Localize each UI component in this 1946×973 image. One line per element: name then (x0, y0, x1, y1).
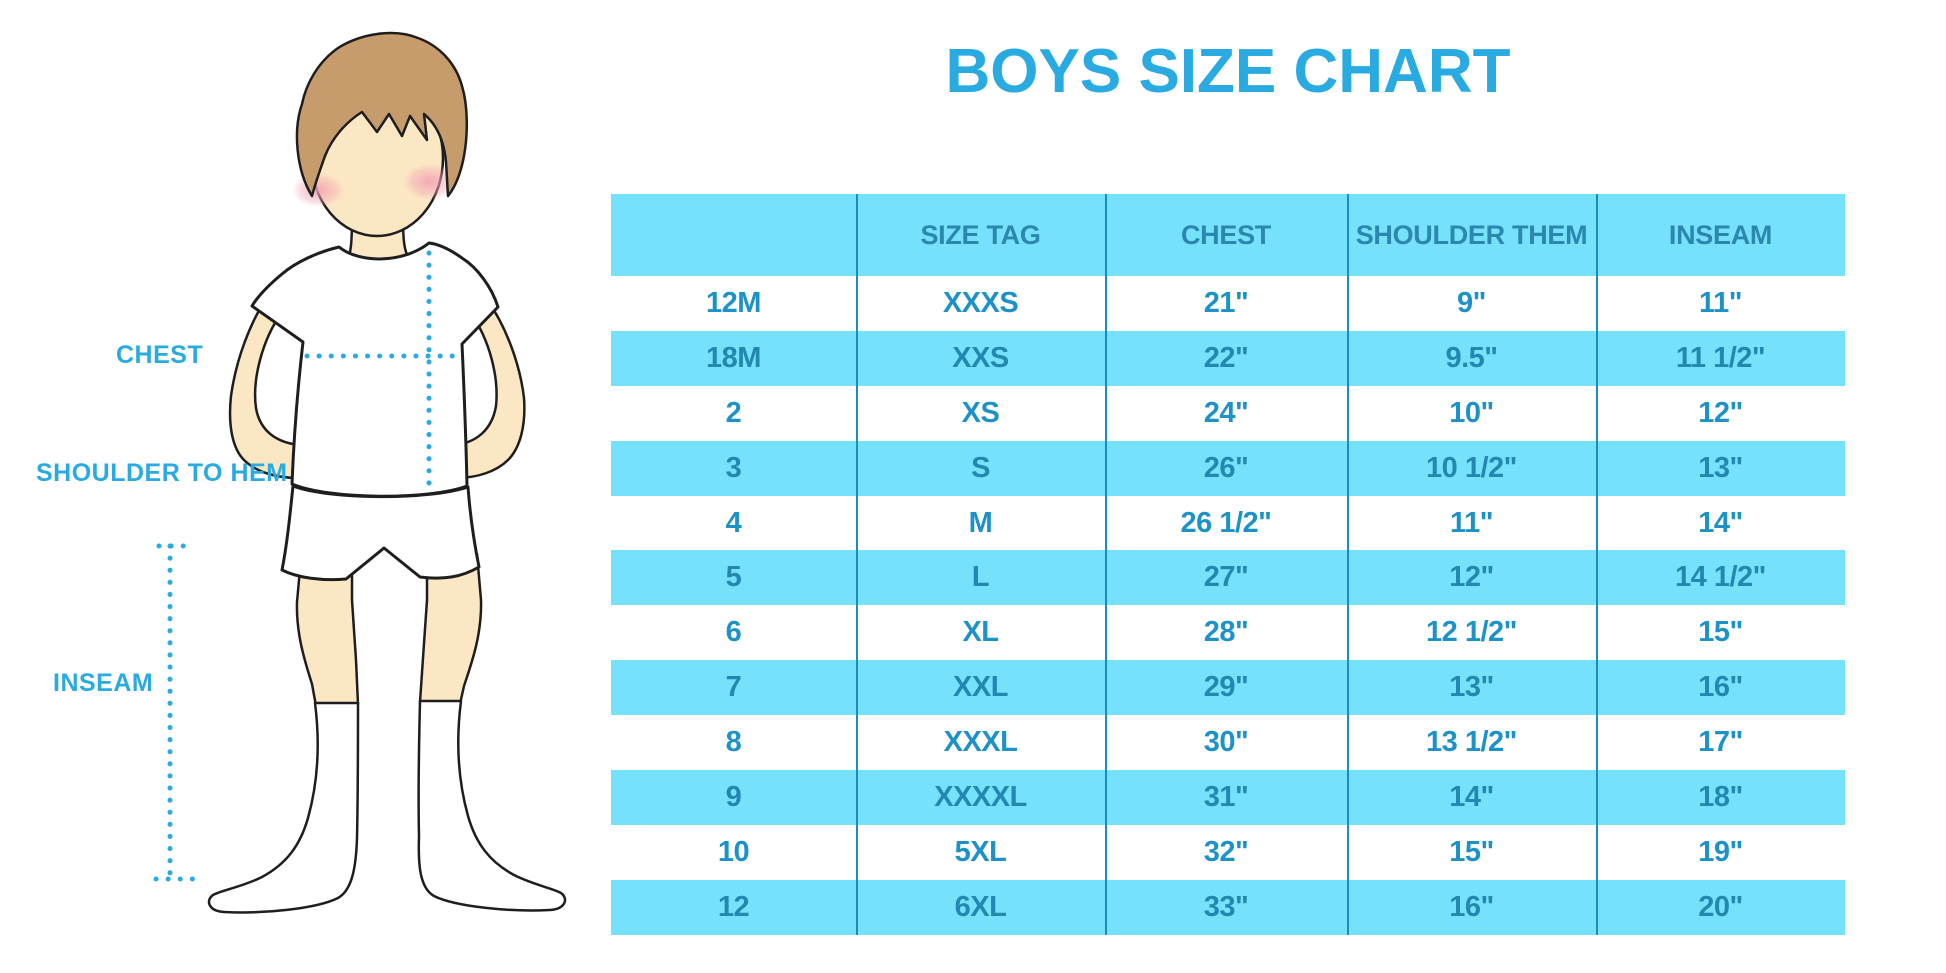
table-cell: 13" (1698, 451, 1743, 484)
table-cell: 28" (1203, 616, 1249, 649)
size-table: SIZE TAG CHEST SHOULDER THEM INSEAM 12M XXXS… (611, 194, 1845, 935)
table-cell: 14" (1449, 780, 1494, 813)
table-row: 12 6XL 33" 16" 20" (611, 879, 1845, 935)
table-cell: 19" (1698, 835, 1743, 868)
header-cell: SIZE TAG (920, 219, 1041, 250)
table-cell: 16" (1449, 890, 1494, 923)
table-row: 4 M 26 1/2" 11" 14" (611, 495, 1845, 551)
legs (295, 552, 483, 708)
table-cell: 10 (717, 835, 750, 868)
table-cell: 9" (1457, 286, 1486, 319)
table-cell: 20" (1698, 890, 1743, 923)
table-cell: XXXS (942, 286, 1019, 319)
table-cell: 2 (725, 396, 742, 429)
shorts (280, 484, 481, 582)
table-cell: 10 1/2" (1426, 451, 1517, 484)
size-table-header: SIZE TAG CHEST SHOULDER THEM INSEAM (611, 194, 1845, 276)
table-cell: L (971, 561, 990, 594)
table-cell: 27" (1203, 561, 1249, 594)
table-cell: 15" (1449, 835, 1494, 868)
table-cell: 29" (1203, 671, 1249, 704)
table-cell: 18M (706, 341, 761, 374)
table-cell: 31" (1203, 780, 1249, 813)
table-cell: 11" (1450, 506, 1493, 539)
table-cell: 3 (725, 451, 742, 484)
measurement-guides (153, 250, 466, 882)
table-cell: XXXL (943, 726, 1018, 759)
table-cell: 12" (1449, 561, 1494, 594)
table-cell: 18" (1698, 780, 1743, 813)
table-row: 2 XS 24" 10" 12" (611, 385, 1845, 441)
table-cell: 9.5" (1445, 341, 1498, 374)
table-cell: 17" (1698, 726, 1743, 759)
table-cell: 12 1/2" (1426, 616, 1517, 649)
socks (207, 699, 567, 914)
arms (228, 294, 526, 480)
table-cell: 33" (1203, 890, 1249, 923)
table-cell: 26 1/2" (1180, 506, 1272, 539)
table-row: 8 XXXL 30" 13 1/2" 17" (611, 715, 1845, 771)
table-cell: XXS (952, 341, 1009, 374)
table-row: 3 S 26" 10 1/2" 13" (611, 440, 1845, 496)
table-cell: 13 1/2" (1426, 726, 1517, 759)
t-shirt (250, 241, 500, 498)
table-cell: 11" (1699, 286, 1742, 319)
table-cell: 12 (717, 890, 750, 923)
cheek-right (403, 164, 457, 200)
header-cell: CHEST (1180, 219, 1271, 250)
table-cell: 4 (725, 506, 742, 539)
table-cell: 6 (725, 616, 742, 649)
header-cell: SHOULDER THEM (1355, 219, 1588, 250)
table-cell: 13" (1449, 671, 1494, 704)
table-cell: 30" (1203, 726, 1249, 759)
table-cell: 14" (1698, 506, 1743, 539)
table-row: 12M XXXS 21" 9" 11" (611, 276, 1845, 331)
table-cell: 9 (725, 780, 742, 813)
hair (295, 31, 469, 198)
table-row: 7 XXL 29" 13" 16" (611, 660, 1845, 716)
table-row: 6 XL 28" 12 1/2" 15" (611, 605, 1845, 661)
table-cell: XXL (953, 671, 1008, 704)
boy-figure-svg (153, 31, 567, 914)
table-cell: XS (961, 396, 1000, 429)
table-cell: 12M (706, 286, 761, 319)
table-cell: 32" (1203, 835, 1249, 868)
table-row: 5 L 27" 12" 14 1/2" (611, 550, 1845, 606)
table-cell: 10" (1449, 396, 1494, 429)
table-cell: 5 (725, 561, 742, 594)
table-cell: 26" (1203, 451, 1249, 484)
table-row: 9 XXXXL 31" 14" 18" (611, 770, 1845, 825)
header-cell: INSEAM (1668, 219, 1773, 250)
page-title: BOYS SIZE CHART (945, 37, 1511, 106)
inseam-label: INSEAM (53, 669, 154, 697)
shoulder-to-hem-label: SHOULDER TO HEM (36, 459, 288, 487)
table-cell: XL (962, 616, 999, 649)
table-cell: 15" (1698, 616, 1743, 649)
table-cell: 22" (1203, 341, 1249, 374)
table-cell: 24" (1203, 396, 1249, 429)
chest-label: CHEST (116, 341, 204, 369)
boy-figure-illustration (0, 0, 620, 973)
table-cell: 16" (1698, 671, 1743, 704)
table-cell: M (968, 506, 993, 539)
table-cell: 5XL (954, 835, 1007, 868)
table-cell: 6XL (954, 890, 1007, 923)
table-cell: 7 (725, 671, 742, 704)
table-cell: 14 1/2" (1675, 561, 1766, 594)
size-table-body: 12M XXXS 21" 9" 11" 18M XXS 22" 9.5" 11 1/2" 2 XS 24… (611, 276, 1845, 935)
table-cell: XXXXL (934, 780, 1027, 813)
table-row: 10 5XL 32" 15" 19" (611, 824, 1845, 880)
table-cell: 21" (1203, 286, 1249, 319)
table-row: 18M XXS 22" 9.5" 11 1/2" (611, 330, 1845, 386)
table-cell: 11 1/2" (1675, 341, 1766, 374)
table-cell: 12" (1698, 396, 1743, 429)
table-cell: 8 (725, 726, 742, 759)
table-cell: S (971, 451, 990, 484)
